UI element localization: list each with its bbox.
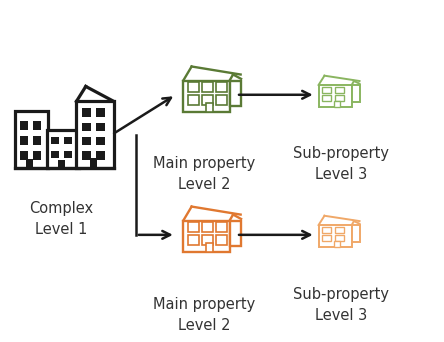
Bar xyxy=(15,111,48,168)
Bar xyxy=(335,227,344,233)
Bar xyxy=(202,235,213,245)
Bar xyxy=(206,103,214,112)
Bar xyxy=(33,136,41,145)
Bar xyxy=(206,243,214,252)
Bar xyxy=(51,137,59,144)
Bar xyxy=(230,221,241,246)
Bar xyxy=(318,225,352,247)
Bar xyxy=(96,152,105,160)
Bar xyxy=(64,137,72,144)
Text: Sub-property
Level 3: Sub-property Level 3 xyxy=(293,287,389,323)
Bar xyxy=(322,87,331,93)
Bar xyxy=(334,101,340,107)
Bar xyxy=(216,95,227,105)
Bar xyxy=(96,123,105,131)
Bar xyxy=(322,227,331,233)
Bar xyxy=(188,222,199,232)
Bar xyxy=(183,221,230,252)
Bar xyxy=(20,121,28,130)
Bar xyxy=(322,95,331,101)
Bar xyxy=(352,85,360,102)
Bar xyxy=(188,235,199,245)
Text: Complex
Level 1: Complex Level 1 xyxy=(29,201,93,237)
Bar xyxy=(335,87,344,93)
Bar xyxy=(90,158,98,168)
Bar xyxy=(82,152,91,160)
Bar xyxy=(202,222,213,232)
Bar xyxy=(82,108,91,117)
Bar xyxy=(26,159,33,168)
Bar xyxy=(51,151,59,158)
Bar xyxy=(64,151,72,158)
Bar xyxy=(335,235,344,241)
Bar xyxy=(33,121,41,130)
Bar xyxy=(202,82,213,92)
Bar xyxy=(216,82,227,92)
Bar xyxy=(76,102,114,168)
Bar xyxy=(230,80,241,106)
Bar xyxy=(318,85,352,107)
Bar xyxy=(334,241,340,247)
Bar xyxy=(58,160,65,168)
Bar xyxy=(188,82,199,92)
Bar xyxy=(216,222,227,232)
Bar xyxy=(96,137,105,145)
Bar xyxy=(33,152,41,160)
Bar xyxy=(20,136,28,145)
Text: Main property
Level 2: Main property Level 2 xyxy=(153,157,255,193)
Bar xyxy=(216,235,227,245)
Bar xyxy=(202,95,213,105)
Bar xyxy=(352,225,360,242)
Bar xyxy=(96,108,105,117)
Bar xyxy=(82,123,91,131)
Bar xyxy=(47,130,79,168)
Text: Main property
Level 2: Main property Level 2 xyxy=(153,297,255,332)
Bar xyxy=(335,95,344,101)
Bar xyxy=(322,235,331,241)
Bar xyxy=(183,80,230,112)
Bar xyxy=(82,137,91,145)
Bar xyxy=(188,95,199,105)
Text: Sub-property
Level 3: Sub-property Level 3 xyxy=(293,146,389,183)
Bar xyxy=(20,152,28,160)
